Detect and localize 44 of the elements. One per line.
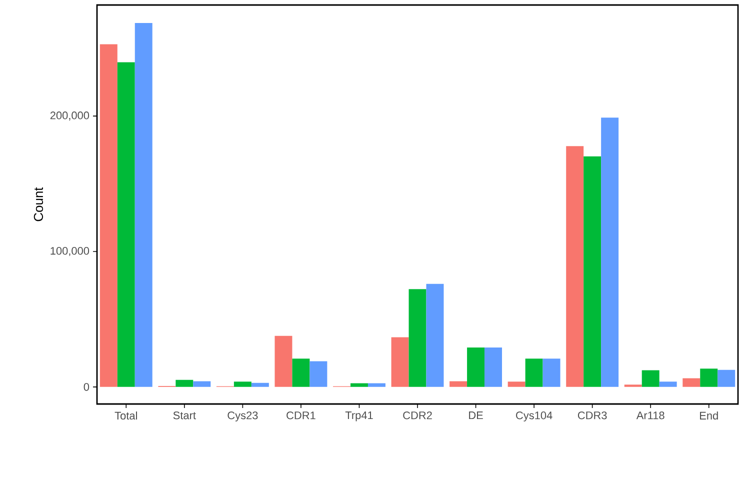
bar bbox=[274, 336, 292, 387]
y-tick-label: 100,000 bbox=[50, 246, 90, 256]
bar bbox=[642, 370, 660, 387]
bar bbox=[484, 348, 502, 387]
bar bbox=[659, 382, 677, 387]
x-tick-label: Trp41 bbox=[345, 412, 373, 422]
bar bbox=[391, 337, 409, 387]
bar bbox=[700, 368, 718, 387]
y-tick-label: 0 bbox=[84, 383, 90, 391]
bar bbox=[251, 382, 269, 387]
bar bbox=[408, 289, 426, 387]
bar bbox=[584, 156, 602, 387]
bar bbox=[542, 358, 560, 387]
x-tick-label: Cys104 bbox=[516, 412, 552, 422]
bar bbox=[176, 380, 194, 387]
bar bbox=[426, 284, 444, 387]
bar bbox=[292, 358, 310, 387]
bar bbox=[508, 382, 526, 387]
x-tick-label: CDR2 bbox=[403, 412, 432, 420]
bar bbox=[193, 381, 211, 387]
bar bbox=[525, 358, 543, 387]
bar bbox=[718, 370, 736, 387]
x-tick-label: Cys23 bbox=[228, 412, 258, 422]
bar bbox=[601, 118, 619, 387]
y-tick-label: 200,000 bbox=[50, 112, 90, 121]
bar bbox=[310, 361, 328, 387]
bar bbox=[566, 146, 584, 387]
bar bbox=[134, 23, 152, 387]
bar bbox=[234, 382, 252, 387]
x-tick-label: CDR1 bbox=[286, 412, 316, 420]
x-tick-label: Start bbox=[173, 412, 196, 420]
bar bbox=[682, 378, 700, 387]
x-tick-label: Ar118 bbox=[636, 412, 664, 420]
y-axis-title: Count bbox=[34, 187, 44, 222]
bar bbox=[368, 383, 386, 387]
bar bbox=[117, 62, 135, 387]
bar bbox=[350, 383, 368, 387]
x-tick-label: DE bbox=[469, 412, 483, 420]
bar bbox=[100, 44, 118, 387]
x-tick-label: Total bbox=[114, 412, 137, 420]
x-tick-label: CDR3 bbox=[578, 412, 607, 420]
bar bbox=[467, 348, 485, 387]
bar bbox=[450, 381, 468, 387]
x-tick-label: End bbox=[700, 412, 718, 420]
